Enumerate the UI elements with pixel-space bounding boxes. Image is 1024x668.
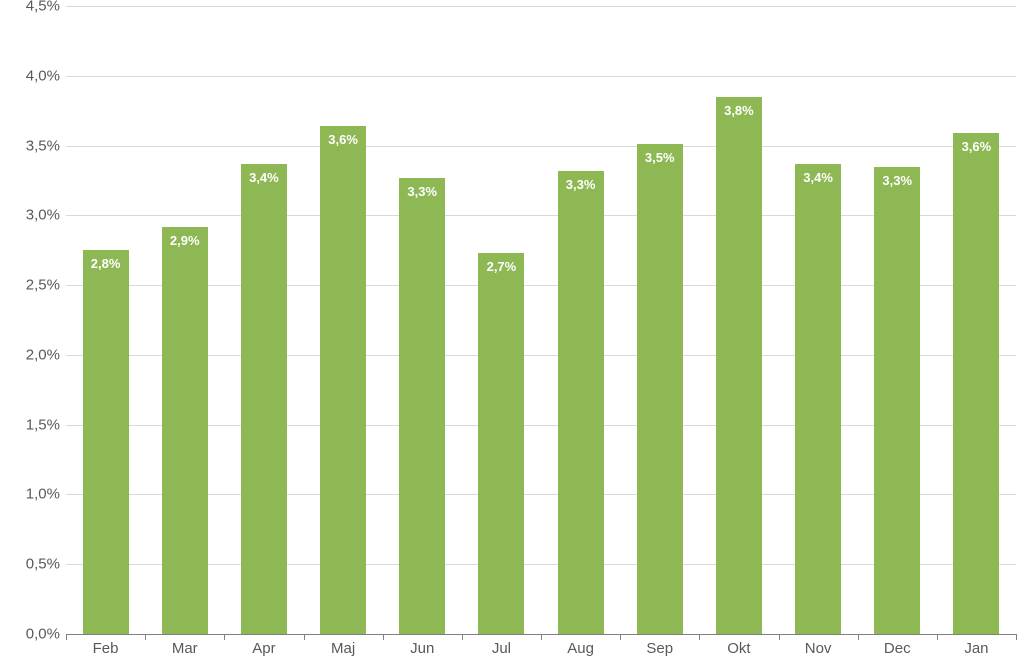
bar: 3,4% (241, 164, 287, 634)
bar: 3,3% (874, 167, 920, 635)
bar-value-label: 2,7% (487, 259, 517, 274)
bar-value-label: 3,3% (407, 184, 437, 199)
bar-value-label: 3,5% (645, 150, 675, 165)
y-tick-label: 1,0% (26, 486, 66, 503)
x-tick-mark (779, 634, 780, 640)
x-tick-label: Apr (252, 634, 275, 657)
bar: 3,5% (637, 144, 683, 634)
bar-value-label: 3,6% (328, 132, 358, 147)
y-tick-label: 1,5% (26, 416, 66, 433)
bar-value-label: 3,8% (724, 103, 754, 118)
x-tick-mark (620, 634, 621, 640)
bar: 2,8% (83, 250, 129, 634)
bar: 3,3% (558, 171, 604, 634)
y-tick-label: 3,5% (26, 137, 66, 154)
y-tick-label: 4,0% (26, 67, 66, 84)
x-tick-label: Jul (492, 634, 511, 657)
x-tick-label: Aug (567, 634, 594, 657)
x-tick-mark (383, 634, 384, 640)
y-tick-label: 2,0% (26, 346, 66, 363)
y-tick-label: 0,5% (26, 556, 66, 573)
bar-value-label: 3,6% (962, 139, 992, 154)
x-tick-label: Dec (884, 634, 911, 657)
x-tick-mark (1016, 634, 1017, 640)
x-tick-mark (66, 634, 67, 640)
x-tick-mark (937, 634, 938, 640)
y-tick-label: 4,5% (26, 0, 66, 15)
y-tick-label: 2,5% (26, 277, 66, 294)
bar: 3,3% (399, 178, 445, 634)
x-tick-mark (304, 634, 305, 640)
bar-value-label: 2,8% (91, 256, 121, 271)
bar: 3,8% (716, 97, 762, 634)
bar: 3,6% (320, 126, 366, 634)
x-tick-mark (224, 634, 225, 640)
x-tick-label: Jan (964, 634, 988, 657)
x-tick-mark (462, 634, 463, 640)
x-tick-label: Maj (331, 634, 355, 657)
bar-value-label: 3,3% (882, 173, 912, 188)
bar: 3,6% (953, 133, 999, 634)
gridline (66, 76, 1016, 77)
bar-value-label: 3,3% (566, 177, 596, 192)
y-tick-label: 0,0% (26, 626, 66, 643)
x-tick-mark (541, 634, 542, 640)
bar: 2,9% (162, 227, 208, 635)
x-tick-mark (145, 634, 146, 640)
plot-area: 0,0%0,5%1,0%1,5%2,0%2,5%3,0%3,5%4,0%4,5%… (66, 6, 1016, 634)
monthly-percentage-bar-chart: 0,0% 0,5% 1,0% 1,5% 2,0% 2,5% 3,0% 3,5% 4,0% 4,5%… (0, 0, 1024, 668)
x-tick-label: Nov (805, 634, 832, 657)
x-tick-label: Feb (93, 634, 119, 657)
bar-value-label: 3,4% (803, 170, 833, 185)
bar-value-label: 2,9% (170, 233, 200, 248)
y-tick-label: 3,0% (26, 207, 66, 224)
gridline (66, 6, 1016, 7)
x-tick-mark (699, 634, 700, 640)
bar: 3,4% (795, 164, 841, 634)
x-tick-label: Mar (172, 634, 198, 657)
bar: 2,7% (478, 253, 524, 634)
x-tick-mark (858, 634, 859, 640)
gridline (66, 146, 1016, 147)
x-tick-label: Okt (727, 634, 750, 657)
x-tick-label: Sep (646, 634, 673, 657)
x-tick-label: Jun (410, 634, 434, 657)
bar-value-label: 3,4% (249, 170, 279, 185)
